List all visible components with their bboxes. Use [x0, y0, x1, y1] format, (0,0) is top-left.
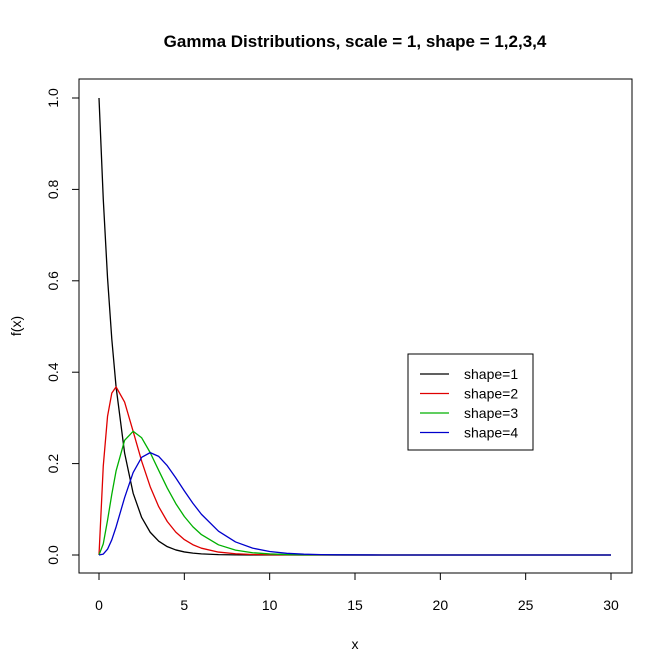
- legend-label: shape=4: [464, 425, 518, 441]
- series-line-shape-2: [98, 386, 611, 556]
- x-tick-label: 25: [518, 597, 534, 613]
- y-tick-label: 0.2: [45, 454, 61, 474]
- legend-label: shape=1: [464, 366, 518, 382]
- x-tick-label: 10: [262, 597, 278, 613]
- y-axis-label: f(x): [8, 316, 24, 336]
- series-line-shape-1: [98, 97, 611, 556]
- legend-label: shape=3: [464, 405, 518, 421]
- y-axis: 0.0 0.2 0.4 0.6 0.8 1.0: [45, 88, 80, 565]
- legend-box: [407, 353, 534, 451]
- y-tick-label: 1.0: [45, 88, 61, 108]
- x-tick-label: 20: [433, 597, 449, 613]
- x-tick-label: 30: [603, 597, 619, 613]
- y-tick-label: 0.6: [45, 271, 61, 291]
- series-line-shape-4: [98, 451, 611, 556]
- series-layer: [98, 97, 611, 556]
- legend: shape=1 shape=2 shape=3 shape=4: [407, 353, 534, 451]
- series-line-shape-3: [98, 430, 611, 556]
- legend-label: shape=2: [464, 386, 518, 402]
- chart-title: Gamma Distributions, scale = 1, shape = …: [164, 32, 547, 51]
- x-tick-label: 5: [180, 597, 188, 613]
- x-axis-label: x: [352, 636, 359, 652]
- x-tick-label: 15: [347, 597, 363, 613]
- plot-frame: [78, 78, 633, 574]
- x-axis: 0 5 10 15 20 25 30: [95, 572, 619, 613]
- x-tick-label: 0: [95, 597, 103, 613]
- y-tick-label: 0.4: [45, 362, 61, 382]
- y-tick-label: 0.0: [45, 545, 61, 565]
- y-tick-label: 0.8: [45, 179, 61, 199]
